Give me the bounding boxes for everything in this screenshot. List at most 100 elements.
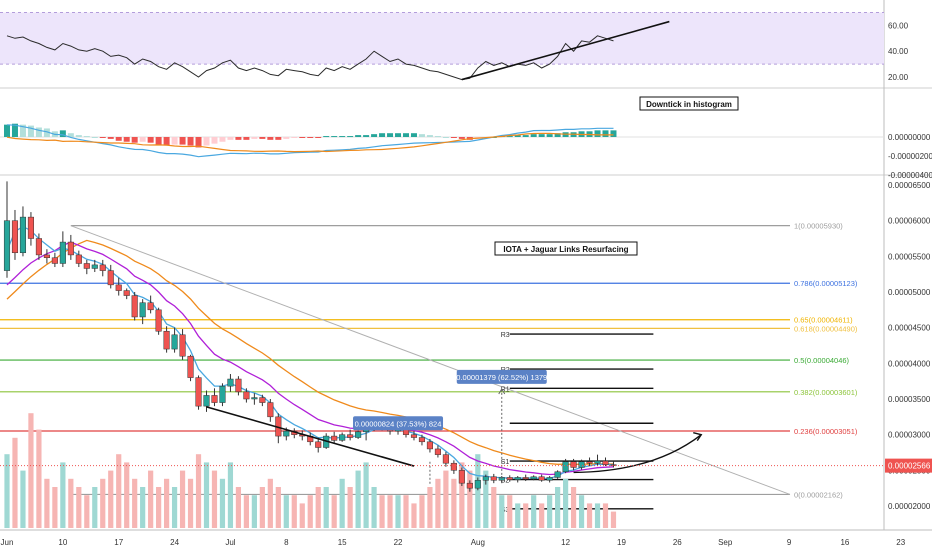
macd-annotation: Downtick in histogram xyxy=(646,100,732,109)
candle-body xyxy=(506,477,513,480)
macd-histogram-bar xyxy=(458,137,465,139)
time-axis-tick: 8 xyxy=(284,538,289,547)
volume-bar xyxy=(339,478,345,528)
macd-histogram-bar xyxy=(27,125,34,137)
time-axis-tick: 10 xyxy=(58,538,67,547)
price-tick-label: 0.00004000 xyxy=(888,359,931,368)
macd-histogram-bar xyxy=(594,130,601,137)
candle-body xyxy=(267,402,274,418)
volume-bar xyxy=(547,495,553,528)
price-tick-label: 0.00002000 xyxy=(888,502,931,511)
time-axis-tick: 24 xyxy=(170,538,179,547)
candle-body xyxy=(19,216,27,254)
rsi-tick-label: 60.00 xyxy=(888,21,909,30)
volume-bar xyxy=(211,470,218,528)
price-tick-label: 0.00005000 xyxy=(888,288,931,297)
candle-body xyxy=(203,395,210,407)
candle-body xyxy=(179,334,186,357)
candle-body xyxy=(347,434,354,438)
volume-bar xyxy=(578,495,585,528)
macd-histogram-bar xyxy=(35,127,42,137)
macd-histogram-bar xyxy=(379,133,386,137)
candle-body xyxy=(514,477,521,480)
candle-body xyxy=(115,284,122,291)
macd-histogram-bar xyxy=(195,137,202,148)
candle-body xyxy=(243,391,250,400)
macd-histogram-bar xyxy=(355,135,362,137)
macd-histogram-bar xyxy=(442,137,449,138)
macd-histogram-bar xyxy=(538,134,545,137)
candle-body xyxy=(594,460,601,464)
candle-body xyxy=(155,309,162,332)
volume-bar xyxy=(108,470,114,528)
volume-bar xyxy=(555,487,561,528)
macd-histogram-bar xyxy=(19,124,26,137)
candle-body xyxy=(43,254,50,259)
volume-bar xyxy=(156,487,162,528)
volume-bar xyxy=(523,503,529,528)
macd-histogram-bar xyxy=(139,137,146,142)
volume-bar xyxy=(586,503,593,528)
measure-label-mid-box xyxy=(353,416,444,431)
macd-histogram-bar xyxy=(179,137,186,145)
candle-body xyxy=(530,476,537,480)
volume-bar xyxy=(68,478,74,528)
projection-arrow xyxy=(573,434,702,474)
macd-histogram-bar xyxy=(610,130,617,137)
candle-body xyxy=(195,377,202,407)
macd-histogram-bar xyxy=(387,133,394,137)
last-price-box xyxy=(885,458,932,473)
volume-bar xyxy=(203,462,210,528)
macd-histogram-bar xyxy=(259,137,266,139)
macd-histogram-bar xyxy=(211,137,218,144)
macd-histogram-bar xyxy=(410,133,417,137)
candle-body xyxy=(235,378,242,393)
volume-bar xyxy=(251,495,257,528)
macd-histogram-bar xyxy=(163,137,170,146)
price-tick-label: 0.00005500 xyxy=(888,252,931,261)
volume-bar xyxy=(219,478,226,528)
pivot-label: S3 xyxy=(501,507,510,514)
macd-histogram-bar xyxy=(307,137,314,138)
macd-histogram-bar xyxy=(554,133,561,137)
fib-level-label: 0.236(0.00003051) xyxy=(794,427,858,436)
volume-bar xyxy=(275,487,281,528)
volume-bar xyxy=(610,511,617,528)
macd-histogram-bar xyxy=(155,137,162,145)
macd-histogram-bar xyxy=(602,130,609,137)
volume-bar xyxy=(451,478,457,528)
candle-body xyxy=(123,290,130,296)
candle-body xyxy=(570,461,577,468)
time-axis-tick: 9 xyxy=(787,538,792,547)
candle-body xyxy=(442,454,449,464)
macd-histogram-bar xyxy=(43,128,50,137)
volume-bar xyxy=(100,478,106,528)
candle-body xyxy=(610,464,617,466)
candle-body xyxy=(283,430,290,437)
candle-body xyxy=(546,477,553,481)
volume-bar xyxy=(60,462,66,528)
volume-bar xyxy=(36,429,42,528)
volume-bar xyxy=(44,478,50,528)
macd-histogram-bar xyxy=(506,136,513,138)
macd-histogram-bar xyxy=(546,134,553,137)
volume-bar xyxy=(427,487,433,528)
candle-body xyxy=(107,270,114,286)
measure-label-top: 0.00001379 (62.52%) 1379 xyxy=(456,373,547,382)
measure-arrowhead xyxy=(498,388,506,395)
volume-bar xyxy=(4,454,10,528)
candle-body xyxy=(187,355,194,378)
candle-body xyxy=(355,431,362,438)
volume-bar xyxy=(148,470,154,528)
candle-body xyxy=(59,241,66,264)
macd-signal-line xyxy=(6,132,614,153)
pivot-label: S2 xyxy=(501,478,510,485)
candle-body xyxy=(418,437,426,443)
candle-body xyxy=(562,461,569,473)
volume-bar xyxy=(563,478,569,528)
macd-histogram-bar xyxy=(171,137,178,145)
rsi-trendline xyxy=(461,20,670,81)
volume-bar xyxy=(267,478,273,528)
volume-bar xyxy=(124,462,130,528)
